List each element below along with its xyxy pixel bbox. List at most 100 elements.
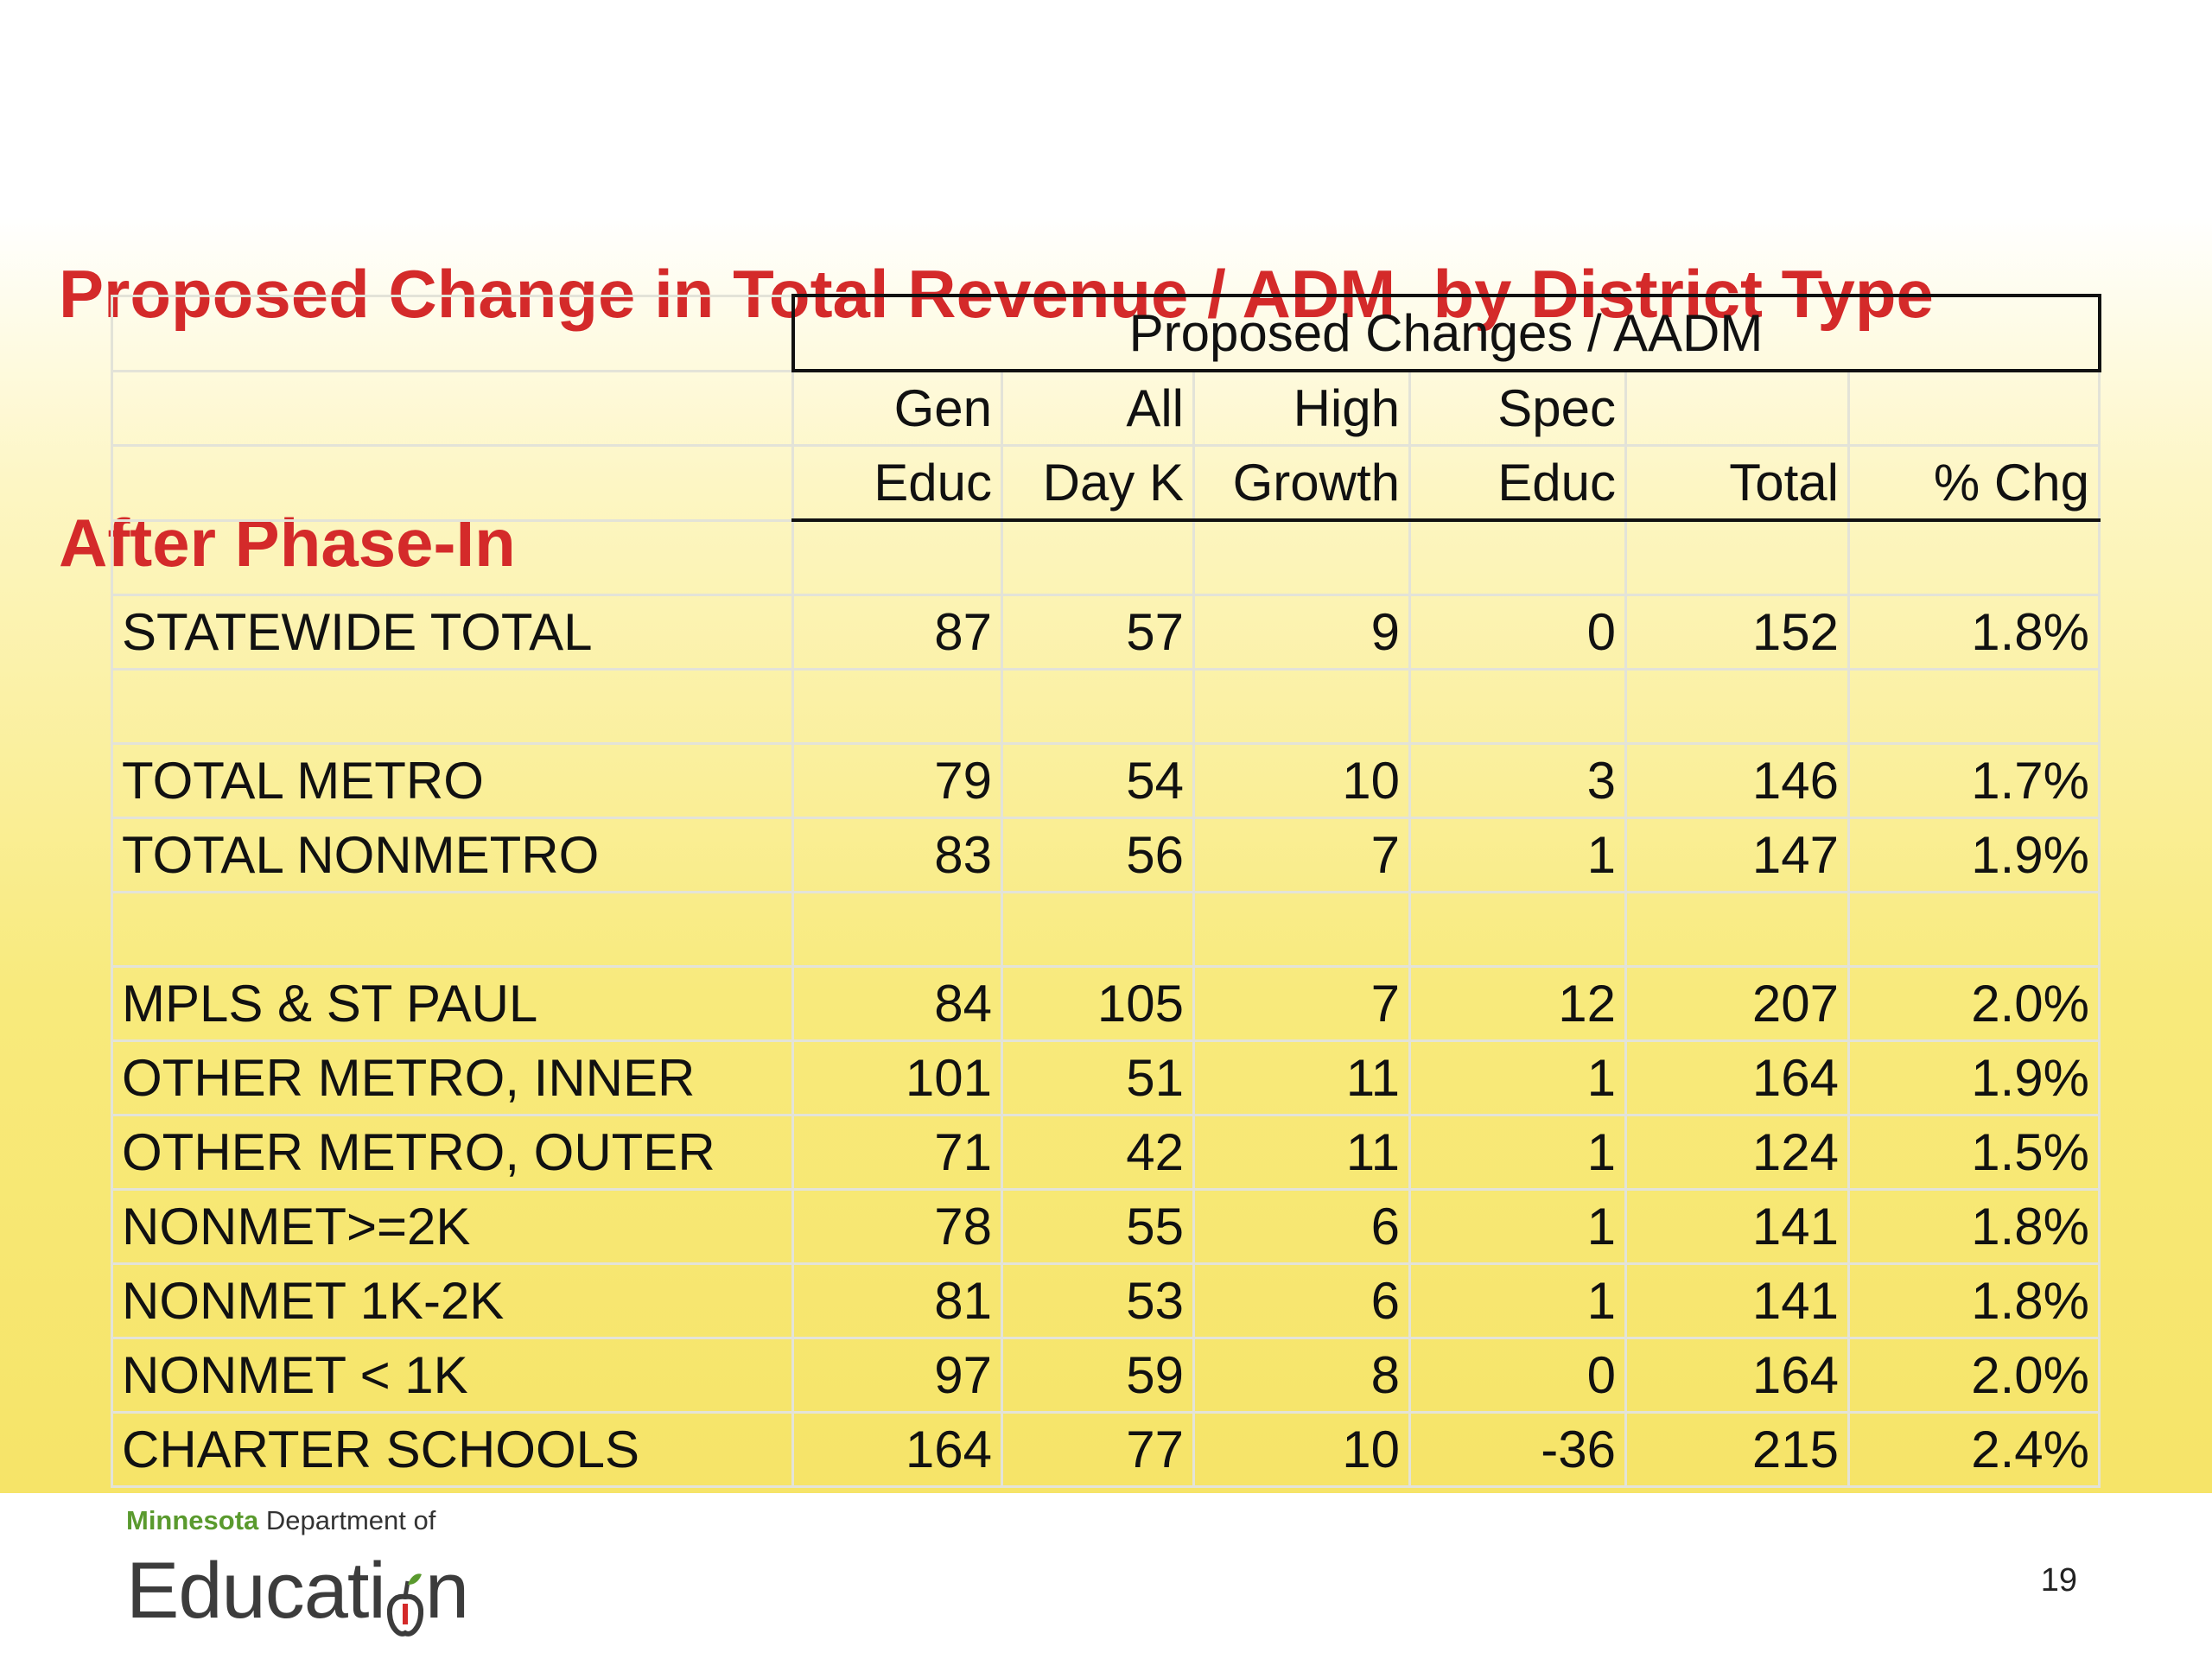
col-header-total-line2: Total (1624, 444, 1850, 522)
row-label: TOTAL NONMETRO (111, 817, 794, 893)
cell-spec-educ: 1 (1408, 817, 1627, 893)
col-header-allday-line1: All (1001, 369, 1195, 447)
cell-spec-educ (1408, 518, 1627, 596)
cell-gen-educ: 84 (791, 965, 1003, 1042)
row-label: OTHER METRO, INNER (111, 1039, 794, 1116)
cell-all-day-k: 77 (1001, 1411, 1195, 1488)
group-header-row: Proposed Changes / AADM (111, 294, 2101, 372)
logo-top-line: Minnesota Department of (126, 1503, 468, 1538)
cell-gen-educ: 71 (791, 1114, 1003, 1191)
cell-pct-chg (1847, 668, 2101, 745)
table-row: NONMET 1K-2K 81 53 6 1 141 1.8% (111, 1262, 2101, 1339)
mde-logo: Minnesota Department of Educati n (126, 1503, 469, 1638)
col-header-gen-line1: Gen (791, 369, 1003, 447)
cell-pct-chg: 1.8% (1847, 1188, 2101, 1265)
cell-pct-chg: 1.9% (1847, 817, 2101, 893)
logo-word-end: n (424, 1547, 469, 1635)
col-header-highgrowth-line2: Growth (1192, 444, 1411, 522)
cell-high-growth: 6 (1192, 1262, 1411, 1339)
cell-all-day-k: 53 (1001, 1262, 1195, 1339)
cell-pct-chg: 2.0% (1847, 1337, 2101, 1414)
cell-total: 141 (1624, 1188, 1850, 1265)
cell-high-growth: 6 (1192, 1188, 1411, 1265)
cell-all-day-k: 105 (1001, 965, 1195, 1042)
cell-high-growth: 11 (1192, 1114, 1411, 1191)
row-label: OTHER METRO, OUTER (111, 1114, 794, 1191)
cell-high-growth: 10 (1192, 742, 1411, 819)
table-row: STATEWIDE TOTAL 87 57 9 0 152 1.8% (111, 594, 2101, 671)
cell-all-day-k (1001, 891, 1195, 968)
cell-high-growth (1192, 518, 1411, 596)
cell-all-day-k (1001, 668, 1195, 745)
cell-spec-educ (1408, 891, 1627, 968)
cell-total (1624, 518, 1850, 596)
cell-pct-chg: 1.8% (1847, 1262, 2101, 1339)
cell-gen-educ (791, 518, 1003, 596)
row-label: MPLS & ST PAUL (111, 965, 794, 1042)
cell-total: 164 (1624, 1039, 1850, 1116)
page-number: 19 (2040, 1562, 2077, 1599)
column-header-row-2: Educ Day K Growth Educ Total % Chg (111, 444, 2101, 522)
col-header-spec-line1: Spec (1408, 369, 1627, 447)
row-label: CHARTER SCHOOLS (111, 1411, 794, 1488)
table-row: MPLS & ST PAUL 84 105 7 12 207 2.0% (111, 965, 2101, 1042)
table-row (111, 518, 2101, 596)
cell-gen-educ: 83 (791, 817, 1003, 893)
cell-gen-educ: 79 (791, 742, 1003, 819)
cell-total: 164 (1624, 1337, 1850, 1414)
cell-pct-chg: 2.4% (1847, 1411, 2101, 1488)
table-row: NONMET < 1K 97 59 8 0 164 2.0% (111, 1337, 2101, 1414)
cell-pct-chg: 1.5% (1847, 1114, 2101, 1191)
apple-icon (386, 1559, 423, 1638)
cell-gen-educ: 78 (791, 1188, 1003, 1265)
cell-high-growth: 9 (1192, 594, 1411, 671)
cell-all-day-k: 51 (1001, 1039, 1195, 1116)
table-row: TOTAL METRO 79 54 10 3 146 1.7% (111, 742, 2101, 819)
cell-high-growth: 8 (1192, 1337, 1411, 1414)
cell-gen-educ (791, 668, 1003, 745)
cell-all-day-k: 55 (1001, 1188, 1195, 1265)
cell-all-day-k: 42 (1001, 1114, 1195, 1191)
cell-total: 215 (1624, 1411, 1850, 1488)
col-header-allday-line2: Day K (1001, 444, 1195, 522)
row-label (111, 891, 794, 968)
cell-pct-chg (1847, 518, 2101, 596)
cell-gen-educ: 97 (791, 1337, 1003, 1414)
cell-spec-educ: -36 (1408, 1411, 1627, 1488)
col-header-total-line1 (1624, 369, 1850, 447)
revenue-table: Proposed Changes / AADM Gen All High Spe… (111, 294, 2101, 1488)
cell-all-day-k: 57 (1001, 594, 1195, 671)
table-row: OTHER METRO, OUTER 71 42 11 1 124 1.5% (111, 1114, 2101, 1191)
cell-total: 141 (1624, 1262, 1850, 1339)
col-header-pctchg-line2: % Chg (1847, 444, 2101, 522)
logo-wordmark: Educati n (126, 1543, 469, 1638)
cell-pct-chg (1847, 891, 2101, 968)
cell-gen-educ (791, 891, 1003, 968)
row-label: NONMET>=2K (111, 1188, 794, 1265)
cell-high-growth: 11 (1192, 1039, 1411, 1116)
col-header-pctchg-line1 (1847, 369, 2101, 447)
column-header-row-1: Gen All High Spec (111, 369, 2101, 447)
cell-high-growth (1192, 891, 1411, 968)
table-row: CHARTER SCHOOLS 164 77 10 -36 215 2.4% (111, 1411, 2101, 1488)
header-blank-cell (111, 444, 794, 522)
row-label: STATEWIDE TOTAL (111, 594, 794, 671)
cell-spec-educ: 0 (1408, 594, 1627, 671)
cell-pct-chg: 1.9% (1847, 1039, 2101, 1116)
cell-high-growth: 7 (1192, 817, 1411, 893)
table-row: OTHER METRO, INNER 101 51 11 1 164 1.9% (111, 1039, 2101, 1116)
cell-gen-educ: 81 (791, 1262, 1003, 1339)
cell-total (1624, 891, 1850, 968)
col-header-gen-line2: Educ (791, 444, 1003, 522)
logo-word-start: Educati (126, 1547, 386, 1635)
logo-dept: Department of (265, 1505, 436, 1535)
table-row: TOTAL NONMETRO 83 56 7 1 147 1.9% (111, 817, 2101, 893)
table-row: NONMET>=2K 78 55 6 1 141 1.8% (111, 1188, 2101, 1265)
cell-spec-educ: 1 (1408, 1262, 1627, 1339)
cell-pct-chg: 1.7% (1847, 742, 2101, 819)
cell-spec-educ: 12 (1408, 965, 1627, 1042)
cell-gen-educ: 164 (791, 1411, 1003, 1488)
cell-spec-educ: 1 (1408, 1039, 1627, 1116)
cell-all-day-k: 59 (1001, 1337, 1195, 1414)
cell-total (1624, 668, 1850, 745)
